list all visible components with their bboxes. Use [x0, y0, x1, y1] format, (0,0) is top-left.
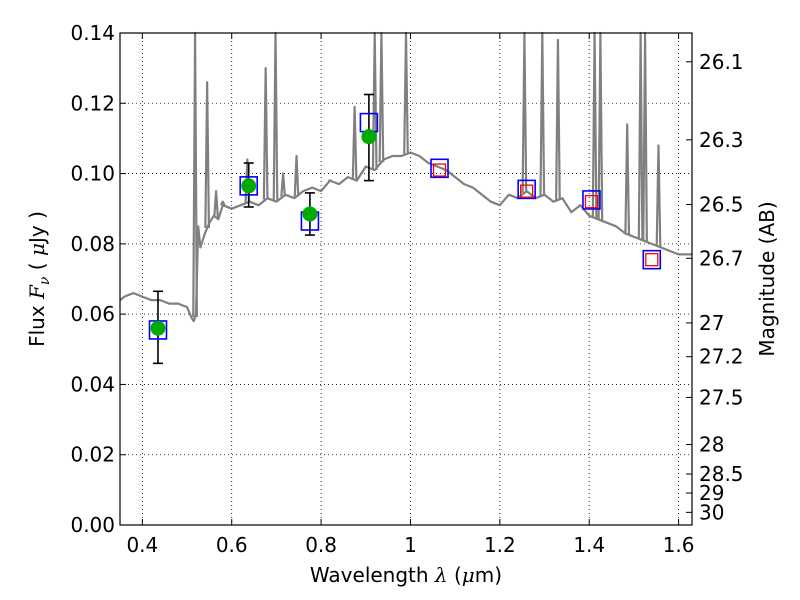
y-tick-label: 0.04 [70, 372, 115, 396]
y-tick-label: 0.14 [70, 21, 115, 45]
x-tick-label: 1.4 [573, 533, 605, 557]
right-tick-label: 28.5 [699, 462, 744, 486]
emission-line [555, 38, 561, 200]
observed-point [241, 178, 257, 194]
observed-point [361, 129, 377, 145]
emission-line [272, 31, 279, 202]
right-tick-label: 26.7 [699, 246, 744, 270]
x-tick-label: 1 [404, 533, 417, 557]
right-tick-label: 26.3 [699, 128, 744, 152]
x-tick-label: 1.2 [484, 533, 516, 557]
emission-line [192, 31, 198, 317]
y-tick-label: 0.02 [70, 443, 115, 467]
photometry-layer [148, 93, 662, 365]
right-tick-label: 29 [699, 481, 724, 505]
y-tick-label: 0.12 [70, 91, 115, 115]
emission-line [642, 31, 648, 242]
model-photometry-square [582, 190, 601, 210]
emission-line [521, 31, 528, 193]
observed-point [302, 206, 318, 222]
model-photometry-square [642, 249, 662, 270]
emission-line [637, 31, 644, 240]
emission-line [213, 190, 219, 218]
emission-line [262, 67, 269, 200]
right-tick-label: 27 [699, 311, 724, 335]
x-tick-label: 1.6 [663, 533, 695, 557]
emission-line [280, 172, 286, 197]
emission-line [624, 123, 631, 235]
x-tick-label: 0.4 [126, 533, 158, 557]
emission-line [539, 31, 546, 196]
observed-point [150, 320, 166, 336]
emission-line [293, 154, 300, 197]
x-axis-label: Wavelength λ (μm) [310, 563, 502, 587]
right-tick-label: 30 [699, 500, 724, 524]
upper-limit-square [584, 195, 599, 209]
upper-limit-square [432, 163, 447, 177]
y-tick-label: 0.00 [70, 513, 115, 537]
right-tick-label: 27.5 [699, 385, 744, 409]
emission-line [378, 31, 385, 163]
right-tick-label: 27.2 [699, 345, 744, 369]
y-axis-label: Flux Fν ( μJy ) [25, 211, 53, 347]
upper-limit-square [645, 253, 659, 267]
upper-limit-square [520, 184, 534, 198]
y-axis-label-right: Magnitude (AB) [755, 201, 779, 356]
emission-line [204, 81, 211, 229]
emission-line [220, 200, 226, 206]
y-tick-label: 0.10 [70, 162, 115, 186]
model-photometry-square [239, 176, 258, 196]
right-tick-label: 26.1 [699, 50, 744, 74]
x-tick-label: 0.6 [216, 533, 248, 557]
emission-line [351, 105, 358, 180]
y-tick-label: 0.08 [70, 232, 115, 256]
right-tick-label: 28 [699, 433, 724, 457]
right-tick-label: 26.5 [699, 192, 744, 216]
plot-frame [119, 32, 693, 526]
emission-line [591, 31, 598, 218]
model-photometry-square [430, 158, 449, 179]
emission-line [655, 144, 662, 247]
emission-line [403, 31, 409, 155]
sed-model-layer [119, 31, 692, 323]
emission-line [371, 31, 378, 171]
ticks: 0.4 0.6 0.8 1 1.2 1.4 1.6 0.00 0.02 0.04 0.06 0.08 0… [70, 21, 743, 557]
model-photometry-square [517, 179, 536, 200]
x-tick-label: 0.8 [305, 533, 337, 557]
y-tick-label: 0.06 [70, 302, 115, 326]
